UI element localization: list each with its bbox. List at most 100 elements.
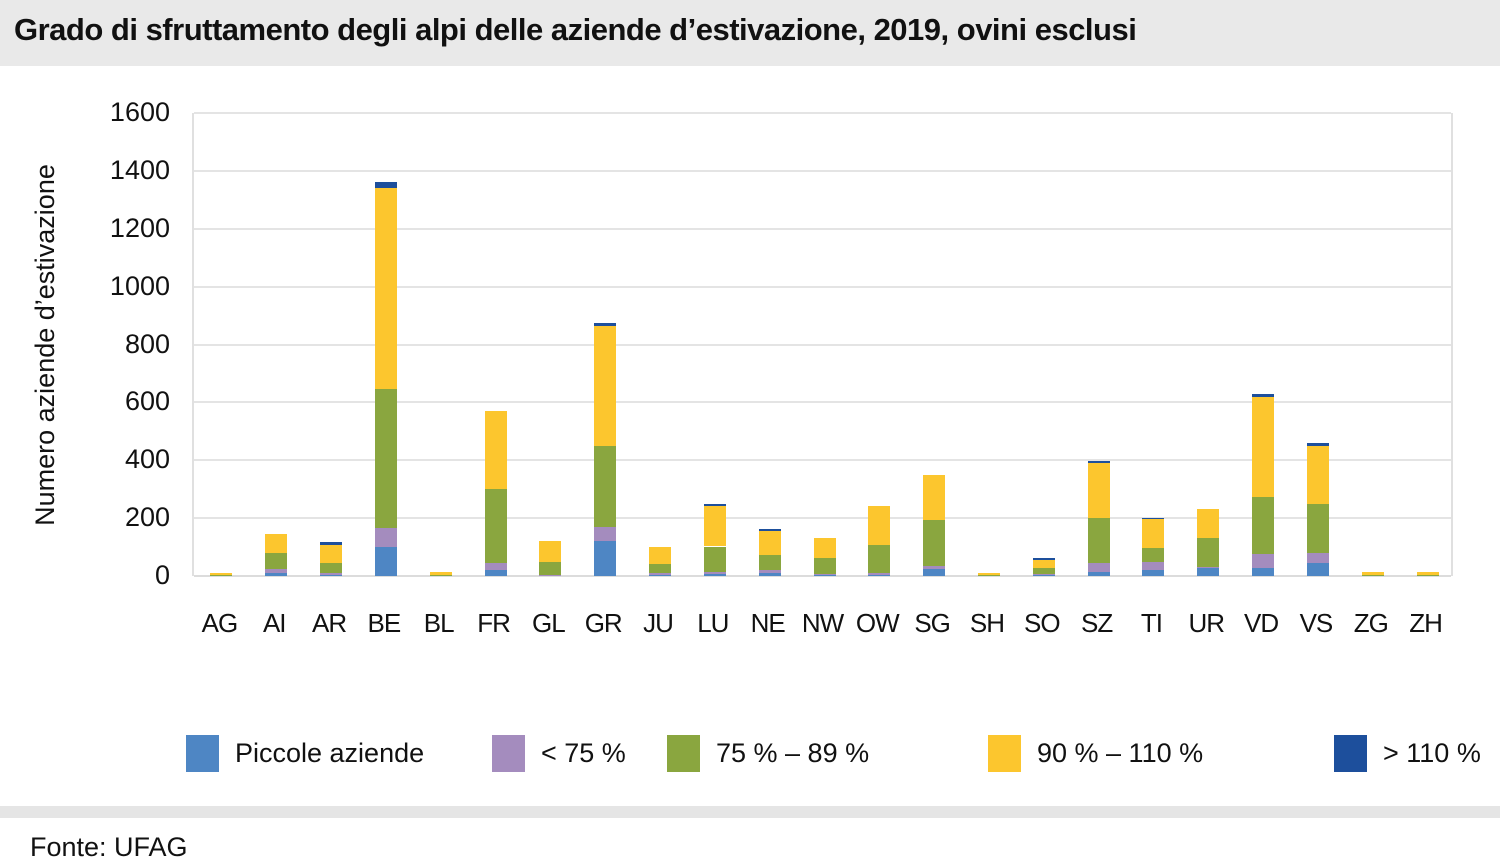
bar-segment-BE [374,188,397,390]
x-tick-GL: GL [532,608,566,638]
bar-segment-SG [923,520,946,567]
x-tick-LU: LU [697,608,729,638]
legend-item-1: Piccole aziende [186,733,424,773]
bar-segment-GL [539,574,562,576]
bar-segment-VS [1306,563,1329,576]
bar-FR [484,113,507,576]
x-tick-ZG: ZG [1353,608,1389,638]
y-tick-1600: 1600 [109,97,170,127]
bar-segment-UR [1197,568,1220,576]
gridline-1600 [194,112,1451,114]
bar-segment-SZ [1087,518,1110,563]
bar-LU [703,113,726,576]
bar-segment-JU [649,546,672,564]
bar-segment-ZG [1361,575,1384,576]
plot-area [192,112,1453,577]
bar-segment-FR [484,411,507,490]
bar-segment-TI [1142,519,1165,548]
bar-segment-AG [210,572,233,576]
bar-segment-NE [758,569,781,574]
bar-segment-ZH [1416,571,1439,576]
bar-segment-TI [1142,570,1165,576]
bar-segment-LU [703,573,726,576]
bar-JU [649,113,672,576]
legend-label: > 110 % [1383,737,1481,768]
bar-segment-GR [594,527,617,542]
bar-segment-JU [649,563,672,574]
gridline-1000 [194,285,1451,288]
bar-segment-GR [594,325,617,447]
bar-segment-NW [813,574,836,576]
x-tick-NW: NW [801,608,844,638]
gridline-800 [194,343,1451,346]
bar-segment-UR [1197,508,1220,538]
x-tick-AR: AR [312,608,347,638]
x-tick-VD: VD [1244,608,1279,638]
bar-segment-GR [594,446,617,528]
bar-segment-SH [977,572,1000,576]
chart-area [0,66,1500,806]
bar-segment-TI [1142,547,1165,563]
bar-SZ [1087,113,1110,576]
bar-segment-BL [429,575,452,576]
bar-segment-AI [265,569,288,573]
x-tick-UR: UR [1188,608,1226,638]
bar-segment-SZ [1087,571,1110,576]
x-tick-SH: SH [969,608,1005,638]
bar-segment-NE [758,531,781,555]
bar-segment-NW [813,557,836,574]
bar-segment-VD [1252,497,1275,555]
bar-segment-SO [1032,574,1055,575]
x-tick-AI: AI [262,608,287,638]
title-band [0,0,1500,66]
bar-segment-AI [265,534,288,554]
bar-segment-VS [1306,553,1329,564]
legend-swatch [186,734,219,772]
bar-segment-OW [868,506,891,546]
y-tick-400: 400 [124,444,170,475]
y-tick-1000: 1000 [109,270,170,301]
x-tick-SO: SO [1024,608,1061,638]
bar-segment-NE [758,554,781,570]
bar-segment-BE [374,182,397,189]
bar-SH [977,113,1000,576]
bar-segment-FR [484,570,507,576]
x-tick-TI: TI [1140,608,1163,638]
bar-segment-BL [429,571,452,576]
bar-segment-LU [703,505,726,547]
bar-segment-OW [868,573,891,575]
bar-segment-GR [594,541,617,576]
bar-segment-OW [868,574,891,576]
footer: Fonte: UFAG [0,818,1500,868]
bar-segment-UR [1197,537,1220,567]
bar-segment-VS [1306,504,1329,554]
bar-segment-SZ [1087,460,1110,464]
legend-item-4: 90 % – 110 % [988,733,1203,773]
bottom-divider [0,806,1500,818]
y-tick-600: 600 [124,386,170,417]
bar-BL [429,113,452,576]
bar-ZH [1416,113,1439,576]
bar-segment-AR [320,562,343,574]
bar-segment-FR [484,562,507,571]
bar-segment-JU [649,574,672,576]
bar-segment-TI [1142,562,1165,571]
bar-segment-GL [539,561,562,575]
legend-item-3: 75 % – 89 % [667,733,869,773]
x-tick-AG: AG [201,608,239,638]
bar-segment-LU [703,546,726,572]
bar-segment-SZ [1087,463,1110,519]
x-tick-NE: NE [750,608,786,638]
bar-segment-UR [1197,566,1220,569]
gridline-600 [194,401,1451,404]
bar-segment-NW [813,537,836,558]
legend: Piccole aziende < 75 % 75 % – 89 % 90 % – 1… [0,733,1500,775]
bar-NW [813,113,836,576]
bar-segment-VD [1252,568,1275,576]
y-tick-1200: 1200 [109,212,170,243]
bar-GL [539,113,562,576]
chart-title: Grado di sfruttamento degli alpi delle a… [14,12,1137,47]
x-tick-JU: JU [643,608,674,638]
bar-NE [758,113,781,576]
legend-item-5: > 110 % [1334,733,1481,773]
